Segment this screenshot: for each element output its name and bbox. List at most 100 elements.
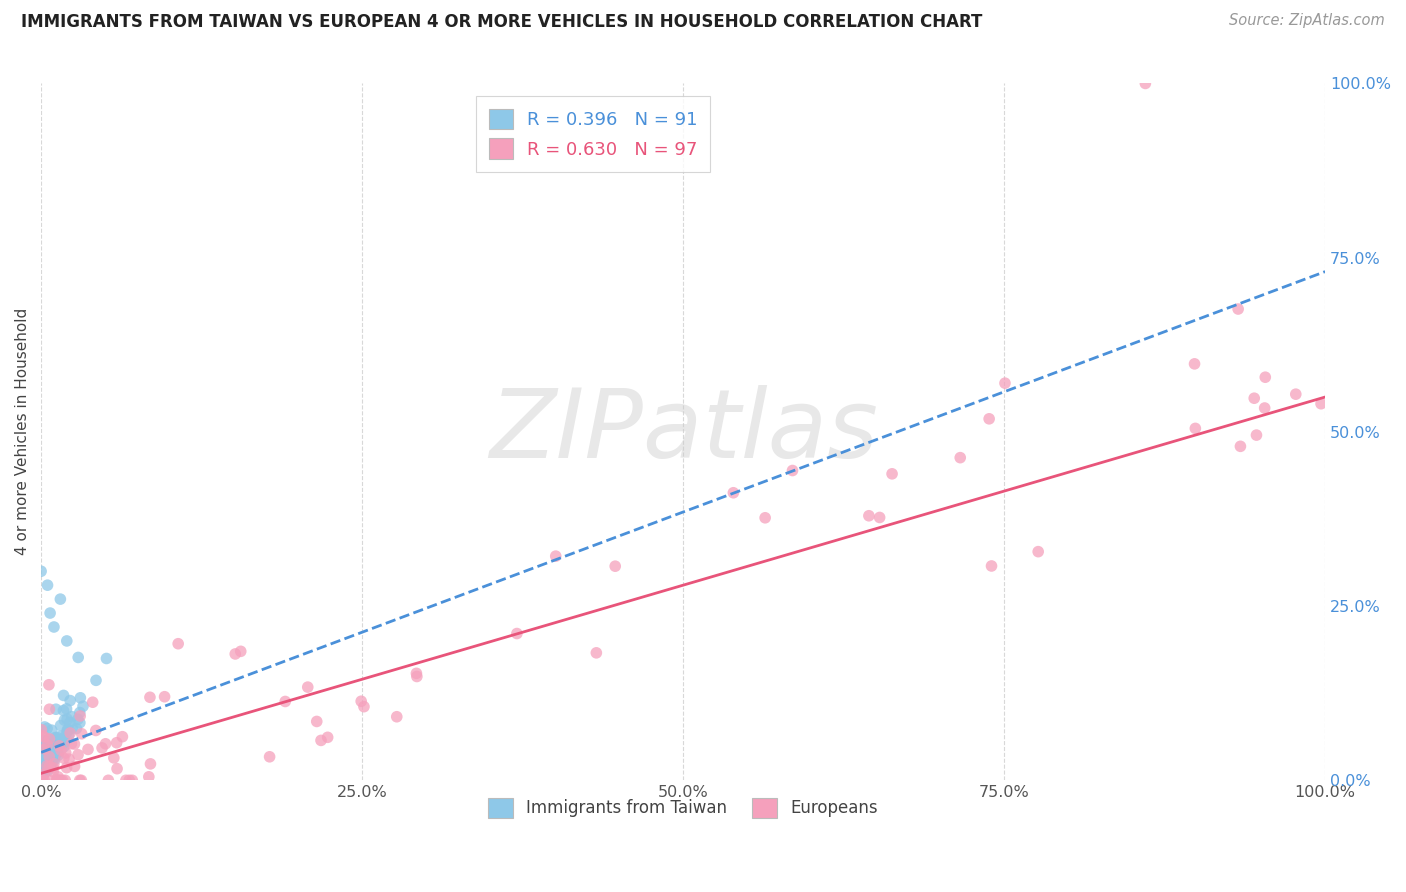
Point: [1285, 387, 1308, 401]
Point: [45, 741, 67, 756]
Point: [34, 763, 56, 777]
Point: [35, 759, 58, 773]
Text: IMMIGRANTS FROM TAIWAN VS EUROPEAN 4 OR MORE VEHICLES IN HOUSEHOLD CORRELATION C: IMMIGRANTS FROM TAIWAN VS EUROPEAN 4 OR …: [21, 13, 983, 31]
Point: [37, 746, 59, 760]
Point: [1184, 421, 1206, 435]
Point: [305, 714, 328, 729]
Point: [37, 753, 59, 767]
Point: [49, 733, 72, 747]
Point: [51, 773, 73, 788]
Point: [60, 721, 83, 735]
Point: [224, 647, 246, 661]
Point: [52, 689, 75, 703]
Point: [1229, 439, 1251, 453]
Point: [115, 773, 138, 788]
Point: [980, 559, 1002, 574]
Point: [34, 759, 56, 773]
Point: [949, 450, 972, 465]
Point: [30, 745, 52, 759]
Point: [42, 761, 65, 775]
Point: [139, 756, 162, 771]
Point: [37, 751, 59, 765]
Point: [994, 376, 1017, 391]
Point: [56, 723, 79, 737]
Point: [49, 592, 72, 607]
Point: [55, 702, 77, 716]
Point: [35, 737, 58, 751]
Point: [52, 739, 75, 754]
Point: [45, 702, 67, 716]
Point: [30, 772, 52, 787]
Point: [31, 773, 53, 788]
Point: [35, 760, 58, 774]
Point: [52, 704, 75, 718]
Point: [49, 718, 72, 732]
Point: [105, 736, 128, 750]
Point: [56, 723, 79, 737]
Point: [34, 765, 56, 780]
Point: [39, 756, 62, 770]
Point: [42, 753, 65, 767]
Point: [34, 720, 56, 734]
Point: [34, 764, 56, 779]
Point: [42, 764, 65, 779]
Point: [105, 762, 128, 776]
Point: [63, 759, 86, 773]
Point: [45, 747, 67, 761]
Point: [585, 646, 607, 660]
Point: [121, 773, 143, 788]
Point: [37, 761, 59, 775]
Point: [37, 738, 59, 752]
Point: [42, 756, 65, 771]
Point: [96, 651, 118, 665]
Point: [31, 729, 53, 743]
Point: [31, 768, 53, 782]
Point: [38, 748, 60, 763]
Point: [56, 712, 79, 726]
Point: [31, 759, 53, 773]
Point: [35, 722, 58, 736]
Point: [111, 730, 134, 744]
Point: [46, 731, 69, 745]
Point: [506, 626, 529, 640]
Point: [97, 773, 120, 788]
Point: [37, 764, 59, 778]
Point: [139, 690, 162, 705]
Point: [35, 753, 58, 767]
Point: [37, 734, 59, 748]
Point: [91, 740, 114, 755]
Point: [46, 748, 69, 763]
Point: [1253, 401, 1275, 415]
Point: [1254, 370, 1277, 384]
Point: [49, 737, 72, 751]
Point: [38, 731, 60, 746]
Point: [31, 773, 53, 788]
Point: [60, 737, 83, 751]
Point: [385, 710, 408, 724]
Point: [46, 770, 69, 784]
Point: [35, 753, 58, 767]
Point: [34, 764, 56, 779]
Point: [69, 773, 91, 788]
Point: [31, 764, 53, 779]
Point: [30, 745, 52, 759]
Point: [42, 751, 65, 765]
Point: [69, 715, 91, 730]
Point: [1246, 428, 1268, 442]
Point: [350, 694, 373, 708]
Point: [31, 773, 53, 788]
Point: [31, 764, 53, 779]
Point: [38, 755, 60, 769]
Point: [544, 549, 567, 563]
Point: [38, 773, 60, 788]
Point: [38, 678, 60, 692]
Point: [42, 744, 65, 758]
Point: [52, 751, 75, 765]
Point: [44, 753, 66, 767]
Point: [77, 742, 100, 756]
Point: [53, 731, 76, 745]
Point: [32, 730, 55, 744]
Point: [353, 699, 375, 714]
Point: [45, 732, 67, 747]
Point: [38, 702, 60, 716]
